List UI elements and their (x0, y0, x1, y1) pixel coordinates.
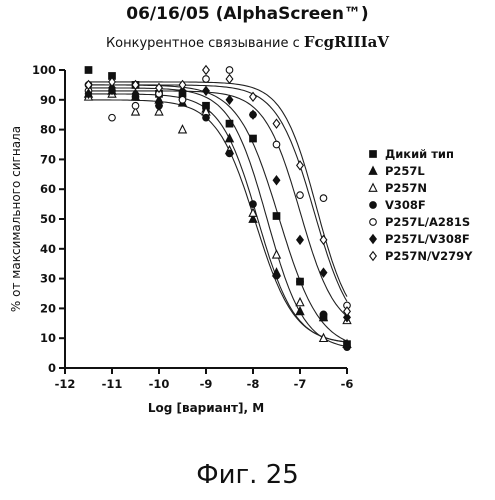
data-point (297, 236, 304, 245)
y-tick-label: 70 (40, 152, 56, 166)
legend-label: P257L (385, 164, 425, 178)
data-point (179, 97, 186, 104)
data-point (226, 150, 233, 157)
legend-label: P257N (385, 181, 427, 195)
data-point (132, 102, 139, 109)
legend-label: P257L/A281S (385, 215, 470, 229)
data-point (297, 192, 304, 199)
data-point (226, 67, 233, 74)
data-point (320, 195, 327, 202)
data-point (226, 96, 233, 105)
x-axis-label: Log [вариант], M (148, 401, 264, 415)
data-point (297, 278, 304, 285)
figure-caption: Фиг. 25 (0, 460, 495, 490)
data-point (273, 250, 281, 258)
series-1 (85, 87, 351, 348)
data-point (203, 66, 210, 75)
y-tick-label: 80 (40, 123, 56, 137)
y-tick-label: 90 (40, 93, 56, 107)
y-tick-label: 60 (40, 182, 56, 196)
data-point (344, 344, 351, 351)
fit-curve (89, 88, 348, 347)
x-tick-label: -8 (247, 377, 260, 391)
series-0 (85, 67, 350, 348)
fit-curve (89, 100, 348, 342)
data-point (203, 114, 210, 121)
x-tick-label: -11 (102, 377, 123, 391)
x-tick-label: -9 (200, 377, 213, 391)
legend-marker (369, 167, 377, 175)
x-tick-label: -6 (341, 377, 354, 391)
data-point (273, 141, 280, 148)
data-point (273, 119, 280, 128)
series-4 (85, 67, 350, 309)
data-point (273, 176, 280, 185)
data-point (85, 67, 92, 74)
legend-label: P257L/V308F (385, 232, 470, 246)
data-point (296, 298, 304, 306)
data-point (273, 213, 280, 220)
y-tick-label: 50 (40, 212, 56, 226)
x-tick-label: -10 (149, 377, 170, 391)
data-point (226, 120, 233, 127)
x-tick-label: -7 (294, 377, 307, 391)
fit-curve (89, 85, 348, 341)
fit-curve (89, 85, 348, 302)
fit-curve (89, 91, 348, 316)
data-point (250, 93, 257, 102)
data-point (250, 135, 257, 142)
legend-marker (370, 252, 377, 261)
series-6 (85, 66, 350, 316)
data-point (226, 134, 234, 142)
y-tick-label: 30 (40, 272, 56, 286)
data-point (226, 75, 233, 84)
data-point (320, 311, 327, 318)
data-point (109, 114, 116, 121)
series-3 (85, 82, 350, 351)
data-point (273, 272, 280, 279)
legend-label: Дикий тип (385, 147, 454, 161)
data-point (203, 87, 210, 96)
y-tick-label: 10 (40, 331, 56, 345)
legend-label: V308F (385, 198, 426, 212)
legend-marker (370, 151, 377, 158)
fit-curve (89, 82, 348, 297)
y-tick-label: 100 (32, 63, 56, 77)
legend-label: P257N/V279Y (385, 249, 473, 263)
legend-marker (370, 202, 377, 209)
y-axis-label: % от максимального сигнала (9, 126, 23, 312)
x-tick-label: -12 (55, 377, 76, 391)
data-point (179, 125, 187, 133)
data-point (250, 201, 257, 208)
legend-marker (369, 184, 377, 192)
y-tick-label: 20 (40, 301, 56, 315)
legend-marker (370, 235, 377, 244)
data-point (297, 161, 304, 170)
legend-marker (370, 219, 377, 226)
y-tick-label: 40 (40, 242, 56, 256)
data-point (203, 76, 210, 83)
y-tick-label: 0 (48, 361, 56, 375)
